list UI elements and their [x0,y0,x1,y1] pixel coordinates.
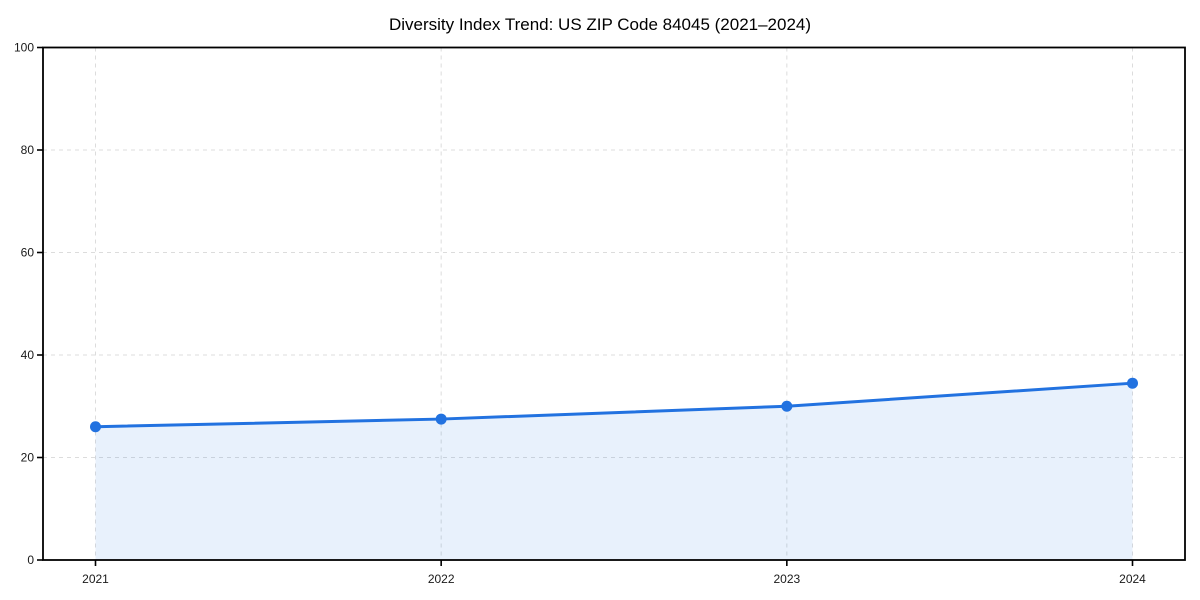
plot-area: 0 20 40 60 80 100 2021 2022 2023 2024 [14,41,1186,586]
data-point-2023 [781,400,793,412]
trend-line [94,381,1134,429]
data-point-2022 [435,413,447,425]
x-tick-label: 2023 [773,572,800,586]
x-tick-label: 2024 [1119,572,1146,586]
data-point-2024 [1127,377,1138,389]
plot-frame [42,46,1186,561]
y-tick-label: 40 [21,348,35,362]
y-tick-label: 20 [21,451,35,465]
y-tick-label: 60 [21,246,35,260]
y-tick-label: 100 [14,41,34,55]
data-point-2021 [90,421,101,433]
area-fill [95,383,1133,560]
y-tick-label: 80 [21,143,35,157]
chart-title: Diversity Index Trend: US ZIP Code 84045… [389,15,811,34]
x-tick-label: 2022 [428,572,455,586]
x-tick-label: 2021 [82,572,109,586]
y-tick-label: 0 [27,553,34,567]
